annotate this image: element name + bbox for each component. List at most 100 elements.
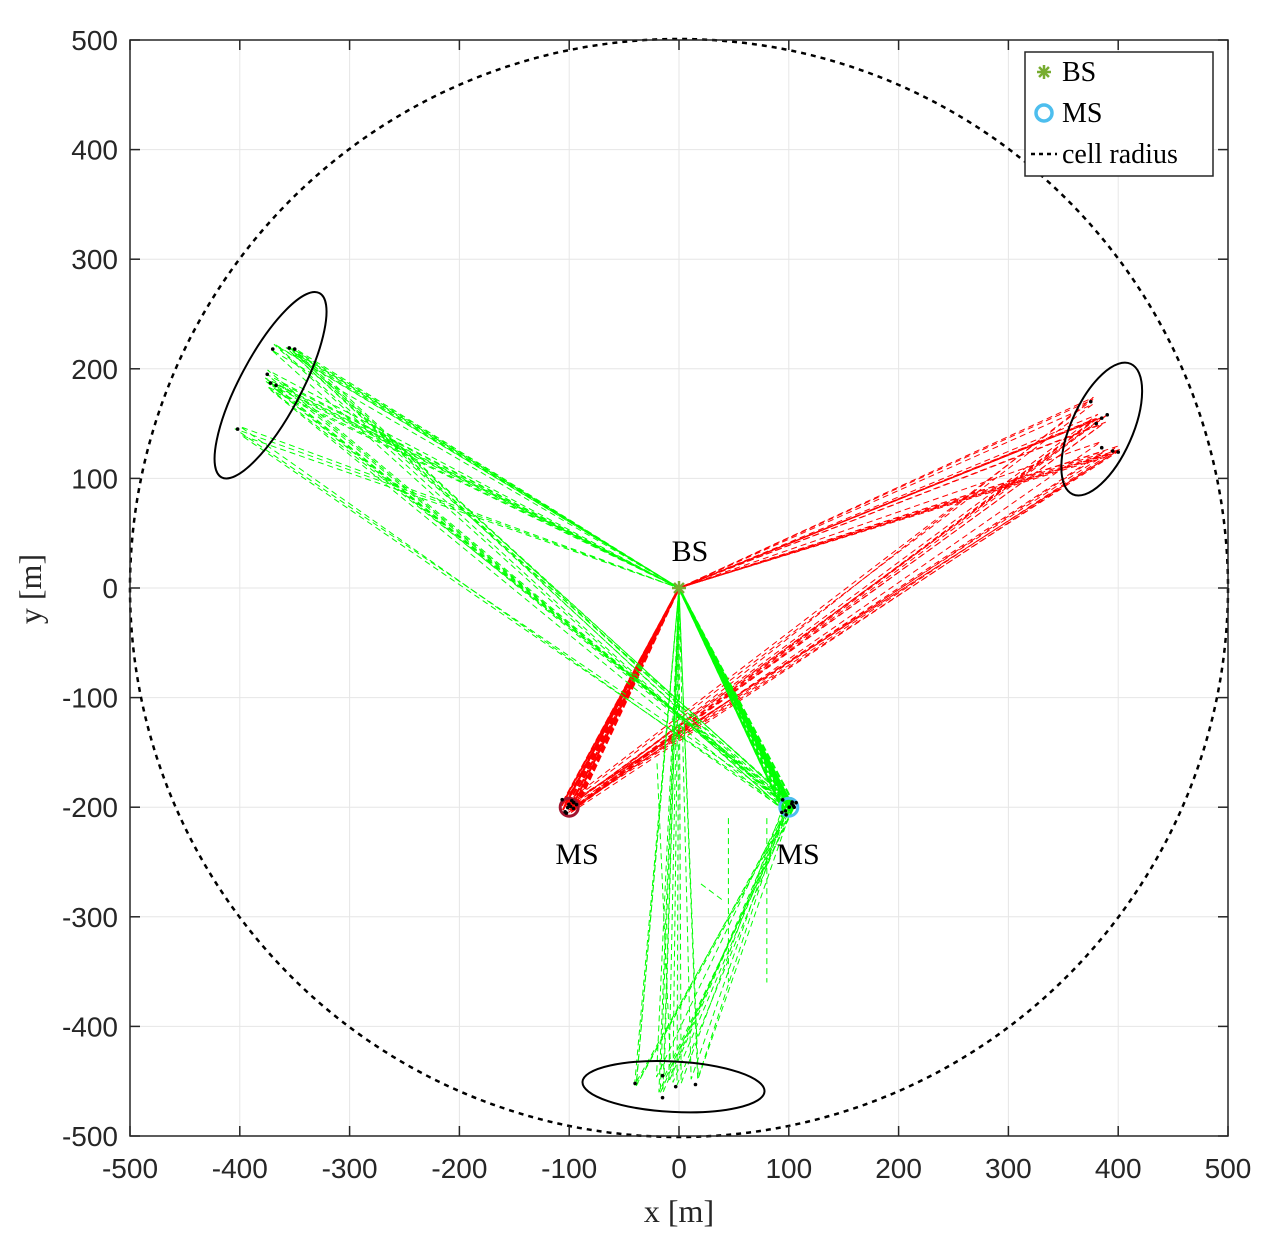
x-tick-label: -400: [212, 1153, 268, 1184]
axes-box: [129, 39, 1229, 1137]
scatter-clusters: [213, 291, 1144, 1114]
ms-annotation-right: MS: [776, 838, 819, 871]
y-tick-label: -500: [62, 1121, 118, 1152]
scatterer-point: [235, 427, 240, 431]
ms-cluster-point: [570, 798, 574, 803]
cluster-ellipse: [581, 1060, 766, 1114]
x-axis-label: x [m]: [644, 1193, 714, 1229]
direct-path-line: [575, 587, 680, 808]
bs-marker: [672, 581, 686, 595]
scatterer-point: [287, 346, 292, 350]
path-line: [635, 587, 789, 1086]
path-line: [570, 451, 1118, 810]
bs-marker-stroke: [673, 582, 685, 594]
path-line: [264, 377, 788, 803]
y-tick-label: 200: [71, 354, 118, 385]
tick-labels: -500 -400 -300 -200 -100 0 100 200 300 400 500 500 4…: [62, 25, 1251, 1184]
ms-cluster-point: [787, 805, 792, 809]
scatterer-point: [1105, 413, 1110, 417]
legend-bs-asterisk-stroke: [1038, 66, 1050, 78]
ms-cluster-point: [784, 813, 788, 817]
x-tick-label: -200: [431, 1153, 487, 1184]
x-tick-label: 300: [985, 1153, 1032, 1184]
y-tick-label: -100: [62, 683, 118, 714]
path-line: [296, 349, 788, 806]
x-tick-label: -300: [322, 1153, 378, 1184]
path-line: [659, 587, 793, 1094]
path-line: [565, 398, 1094, 804]
y-tick-label: 400: [71, 135, 118, 166]
y-tick-label: 300: [71, 244, 118, 275]
path-line: [568, 453, 1111, 811]
x-tick-label: -100: [541, 1153, 597, 1184]
path-line: [668, 587, 789, 1083]
legend-box: [1024, 51, 1214, 177]
ms-cluster-point: [791, 804, 796, 808]
ms-cluster-point: [565, 805, 570, 810]
ms-annotation-left: MS: [555, 838, 598, 871]
scatterer-point: [1094, 421, 1099, 426]
path-line: [291, 347, 791, 803]
x-tick-label: 400: [1095, 1153, 1142, 1184]
y-tick-label: 100: [71, 463, 118, 494]
x-tick-label: 500: [1205, 1153, 1252, 1184]
x-tick-label: 100: [765, 1153, 812, 1184]
path-line: [656, 587, 789, 1078]
ms-cluster-point: [794, 800, 798, 805]
legend-cell-radius-label: cell radius: [1062, 139, 1178, 170]
scatterer-point: [1099, 416, 1104, 420]
path-line: [563, 448, 1120, 808]
cluster-ellipse: [213, 291, 328, 480]
ms-cluster-point: [780, 810, 784, 815]
path-line: [239, 426, 787, 812]
path-line: [570, 455, 1110, 814]
path-line: [289, 348, 795, 806]
ms-cluster-point: [574, 802, 579, 807]
path-lines: [234, 343, 1120, 1094]
path-line: [285, 347, 791, 806]
scatterer-point: [270, 347, 275, 351]
path-line: [266, 385, 791, 803]
x-tick-label: 200: [875, 1153, 922, 1184]
ms-cluster-point: [567, 802, 571, 807]
path-line: [678, 587, 788, 1080]
path-line: [270, 389, 785, 812]
bs-annotation: BS: [672, 535, 709, 568]
ms-cluster-point: [790, 800, 795, 804]
ms-marker: [778, 796, 800, 818]
y-tick-label: -400: [62, 1011, 118, 1042]
scatterer-point: [265, 372, 270, 377]
path-line: [570, 403, 1094, 803]
ms-cluster-point: [571, 806, 576, 811]
scatterer-point: [693, 1082, 698, 1087]
path-line: [266, 379, 787, 805]
ms-cluster-point: [780, 798, 785, 802]
nodes: [558, 581, 800, 818]
scatterer-point: [274, 383, 278, 388]
ms-cluster-point: [560, 797, 564, 802]
scatterer-point: [660, 1095, 665, 1100]
y-tick-label: -200: [62, 792, 118, 823]
path-line: [572, 413, 1099, 804]
legend-bs-asterisk: [1037, 65, 1051, 79]
x-tick-label: 0: [671, 1153, 687, 1184]
y-tick-label: 500: [71, 25, 118, 56]
y-tick-label: -300: [62, 902, 118, 933]
ms-cluster-point: [783, 809, 788, 813]
y-tick-label: 0: [102, 573, 118, 604]
legend-ms-marker: [1034, 103, 1054, 123]
legend: BS MS cell radius: [1024, 51, 1214, 177]
path-line: [658, 587, 793, 1093]
ms-cluster-point: [563, 810, 567, 814]
path-line: [571, 418, 1098, 812]
legend-bs-label: BS: [1062, 57, 1096, 88]
path-line: [264, 380, 791, 809]
scatterer-point: [1088, 399, 1093, 404]
path-line: [662, 587, 786, 1093]
path-line: [273, 343, 788, 813]
direct-path-line: [678, 587, 791, 812]
scatterer-point: [268, 381, 273, 385]
path-line: [571, 396, 1094, 810]
path-line: [234, 428, 792, 808]
